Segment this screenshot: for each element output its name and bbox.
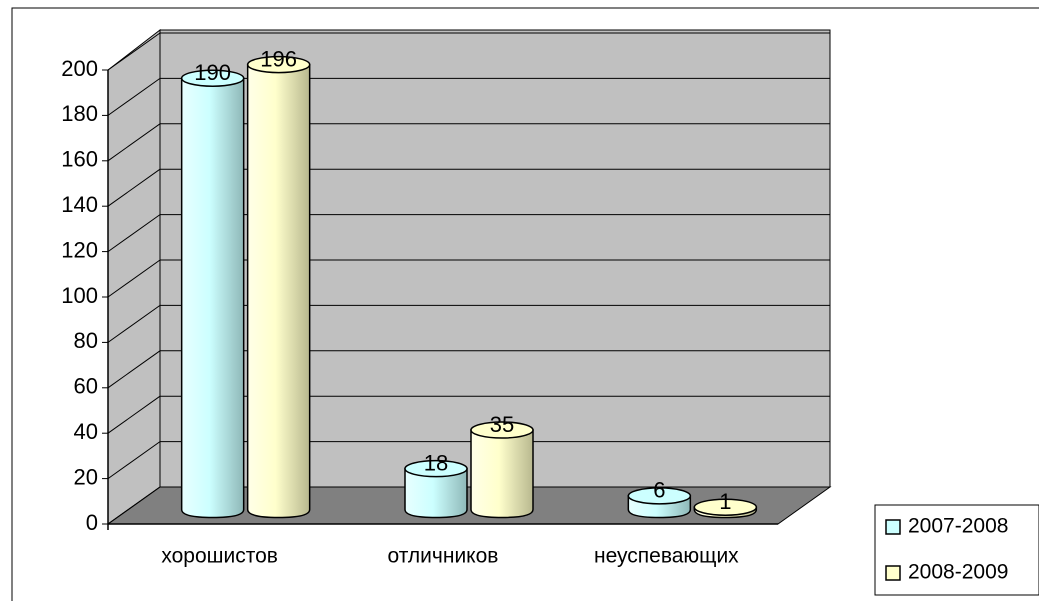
bar	[246, 63, 311, 519]
value-label: 6	[653, 478, 665, 503]
y-tick-label: 40	[74, 419, 98, 444]
bar	[180, 77, 245, 519]
legend-label: 2008-2009	[908, 561, 1008, 584]
side-grid-line	[107, 395, 161, 434]
side-grid-line	[107, 304, 161, 343]
side-grid-line	[107, 259, 161, 298]
side-grid-line	[107, 32, 161, 71]
x-tick-label: отличников	[388, 545, 499, 568]
y-tick-label: 180	[61, 101, 98, 126]
value-label: 35	[490, 412, 514, 437]
value-label: 196	[260, 46, 297, 71]
bar	[470, 429, 534, 519]
y-tick-label: 0	[86, 510, 98, 535]
frame	[11, 7, 1039, 601]
value-label: 190	[194, 60, 231, 85]
x-tick-label: неуспевающих	[594, 545, 739, 568]
y-tick-label: 160	[61, 147, 98, 172]
x-tick-label: хорошистов	[161, 545, 278, 568]
side-grid-line	[107, 350, 161, 389]
side-grid-line	[107, 214, 161, 253]
legend-label: 2007-2008	[908, 515, 1008, 538]
y-tick-label: 80	[74, 328, 98, 353]
side-grid-line	[107, 168, 161, 207]
value-label: 1	[719, 489, 731, 514]
y-tick-label: 120	[61, 237, 98, 262]
bar-top	[246, 55, 311, 74]
bar-top	[470, 421, 534, 439]
value-label: 18	[424, 450, 448, 475]
bar-top	[404, 459, 468, 478]
y-tick-label: 60	[74, 374, 98, 399]
side-grid-line	[107, 486, 161, 525]
side-wall	[107, 28, 161, 525]
legend	[874, 504, 1039, 596]
legend-swatch	[885, 565, 901, 581]
legend-swatch	[885, 519, 901, 535]
side-grid-line	[107, 77, 161, 116]
bar-top	[627, 487, 692, 505]
y-tick-label: 100	[61, 283, 98, 308]
y-tick-label: 20	[74, 464, 98, 489]
bar-top	[180, 69, 245, 87]
side-grid-line	[107, 441, 161, 480]
y-tick-label: 200	[61, 56, 98, 81]
bar	[404, 467, 468, 519]
y-tick-label: 140	[61, 192, 98, 217]
side-grid-line	[107, 123, 161, 162]
bar-top	[693, 498, 758, 516]
